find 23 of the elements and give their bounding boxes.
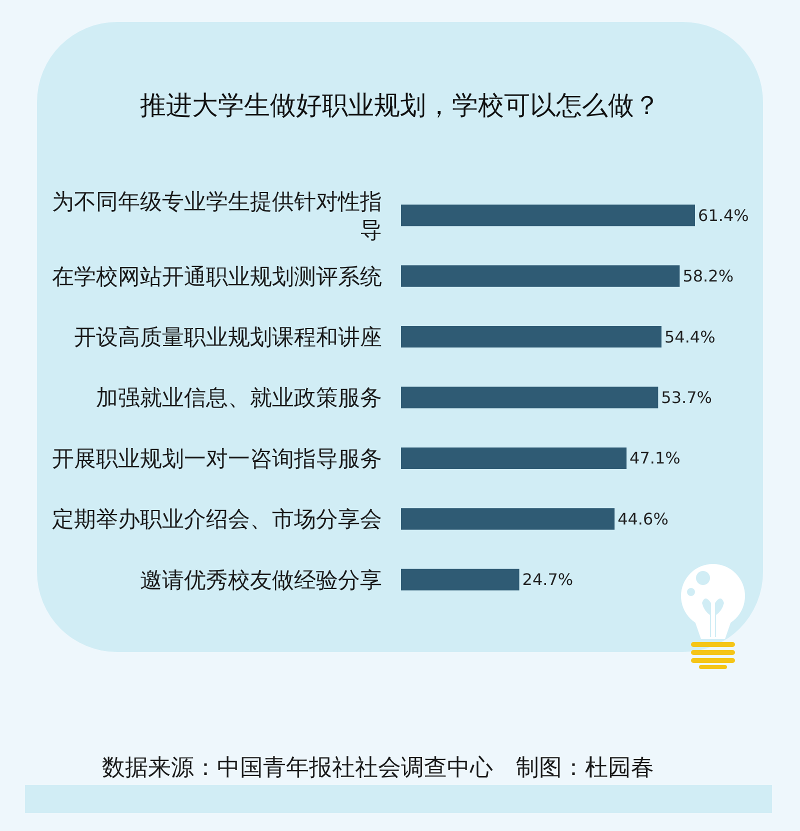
bar [401,508,615,530]
data-label: 58.2% [682,266,734,286]
bar [401,326,662,348]
data-label: 61.4% [698,206,749,225]
y-tick-label: 定期举办职业介绍会、市场分享会 [52,508,382,533]
y-tick-label: 为不同年级专业学生提供针对性指导 [52,190,382,244]
bar [401,265,680,287]
y-tick-label: 加强就业信息、就业政策服务 [96,386,382,412]
bar [401,386,658,408]
bar [401,568,520,590]
data-label: 53.7% [661,388,712,407]
bar [401,447,627,469]
data-label: 47.1% [630,448,680,468]
bar [401,204,695,226]
chart-title: 推进大学生做好职业规划，学校可以怎么做？ [140,91,660,122]
data-label: 54.4% [664,327,716,346]
source-note: 数据来源：中国青年报社社会调查中心 制图：杜园春 [102,755,654,781]
data-label: 24.7% [522,570,574,590]
y-tick-label: 开设高质量职业规划课程和讲座 [74,325,382,350]
y-tick-label: 邀请优秀校友做经验分享 [140,568,382,594]
data-label: 44.6% [618,509,668,528]
y-tick-label: 在学校网站开通职业规划测评系统 [52,264,382,290]
y-tick-label: 开展职业规划一对一咨询指导服务 [52,446,382,472]
